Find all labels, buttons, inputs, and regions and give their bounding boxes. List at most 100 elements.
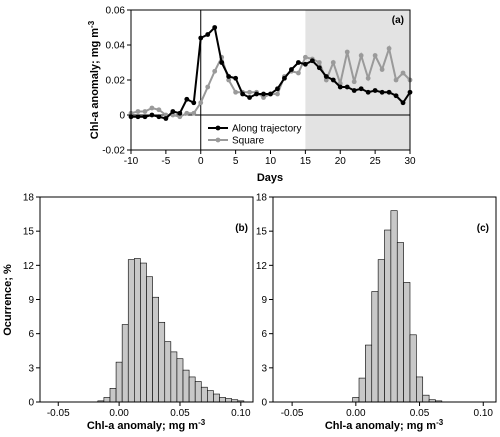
data-point bbox=[330, 60, 336, 65]
data-point bbox=[289, 67, 294, 72]
data-point bbox=[268, 91, 273, 97]
data-point bbox=[247, 95, 252, 100]
x-tick-label: 15 bbox=[300, 156, 312, 167]
data-point bbox=[358, 86, 364, 92]
data-point bbox=[351, 88, 357, 93]
data-point bbox=[379, 89, 385, 95]
y-tick-label: 3 bbox=[28, 363, 34, 374]
data-point bbox=[177, 110, 183, 116]
x-axis-label-b: Chl-a anomaly; mg m-3 bbox=[87, 418, 206, 432]
data-point bbox=[302, 54, 308, 60]
data-point bbox=[275, 91, 280, 97]
data-point bbox=[240, 91, 246, 97]
data-point bbox=[177, 114, 183, 120]
y-axis-label-b: Ocurrence; % bbox=[2, 264, 14, 336]
data-point bbox=[191, 100, 197, 106]
histogram-bar bbox=[365, 344, 373, 403]
x-axis-label-c: Chl-a anomaly; mg m-3 bbox=[325, 418, 444, 432]
panel-a: -10 -5 0 5 10 15 20 25 30 -0.02 0 0.02 0.04 0.06 (a)… bbox=[87, 6, 416, 185]
legend-label: Square bbox=[232, 136, 265, 147]
histogram-bar bbox=[416, 376, 424, 403]
legend-marker bbox=[215, 125, 221, 131]
data-point bbox=[337, 84, 343, 90]
panel-c: -0.05 0.00 0.05 0.10 0 3 6 9 12 15 18 (c) Chl-a a… bbox=[256, 193, 497, 432]
histogram-bar bbox=[384, 229, 392, 403]
data-point bbox=[184, 110, 190, 116]
data-point bbox=[254, 91, 259, 97]
histogram-bar bbox=[152, 296, 159, 403]
y-tick-label: 18 bbox=[256, 193, 268, 204]
histogram-bar bbox=[213, 393, 220, 403]
histogram-bar bbox=[225, 398, 233, 403]
histogram-bar bbox=[140, 262, 147, 403]
y-tick-label: 9 bbox=[261, 295, 267, 306]
legend-marker bbox=[215, 137, 221, 143]
x-tick-label: 0.00 bbox=[346, 408, 366, 419]
y-tick-label: 0 bbox=[119, 111, 125, 122]
histogram-bar bbox=[170, 351, 178, 403]
data-point bbox=[212, 68, 218, 74]
data-point bbox=[149, 112, 155, 118]
data-point bbox=[372, 88, 378, 93]
y-tick-label: -0.02 bbox=[102, 146, 125, 157]
data-point bbox=[386, 46, 392, 51]
data-point bbox=[323, 77, 329, 83]
histogram-bar bbox=[371, 291, 379, 403]
data-point bbox=[386, 89, 392, 95]
x-tick-label: 0.10 bbox=[474, 408, 494, 419]
histogram-bar bbox=[103, 397, 111, 403]
histogram-bar bbox=[109, 388, 117, 403]
data-point bbox=[219, 60, 225, 65]
y-tick-label: 3 bbox=[261, 363, 267, 374]
histogram-bar bbox=[121, 324, 129, 403]
panel-label-b: (b) bbox=[235, 223, 248, 234]
data-point bbox=[372, 53, 378, 58]
data-point bbox=[226, 77, 232, 83]
histogram-bar bbox=[127, 259, 135, 403]
y-tick-label: 0.02 bbox=[106, 76, 126, 87]
data-point bbox=[205, 84, 211, 90]
x-tick-label: 0 bbox=[198, 156, 204, 167]
x-tick-label: -0.05 bbox=[281, 408, 304, 419]
data-point bbox=[135, 114, 141, 120]
histogram-bar bbox=[390, 210, 398, 403]
histogram-bar bbox=[207, 390, 214, 403]
y-tick-label: 0 bbox=[261, 398, 267, 409]
histogram-bar bbox=[182, 369, 190, 403]
data-point bbox=[205, 32, 211, 37]
x-tick-label: -5 bbox=[161, 156, 170, 167]
data-point bbox=[212, 25, 218, 30]
data-point bbox=[316, 60, 322, 65]
data-point bbox=[261, 91, 266, 97]
histogram-bar bbox=[134, 258, 141, 403]
data-point bbox=[282, 75, 287, 81]
data-point bbox=[233, 89, 239, 95]
histogram-bar bbox=[352, 397, 360, 403]
y-tick-label: 12 bbox=[256, 261, 268, 272]
x-tick-label: 10 bbox=[265, 156, 277, 167]
data-point bbox=[330, 77, 336, 83]
data-point bbox=[379, 67, 385, 72]
data-point bbox=[309, 58, 315, 64]
y-tick-label: 6 bbox=[28, 329, 34, 340]
panel-b: -0.05 0.00 0.05 0.10 0 3 6 9 12 15 18 (b) Chl-a a… bbox=[2, 193, 254, 432]
x-tick-label: 0.05 bbox=[410, 408, 430, 419]
x-tick-label: -10 bbox=[124, 156, 139, 167]
data-point bbox=[316, 65, 322, 71]
panel-label-a: (a) bbox=[392, 15, 404, 26]
histogram-bar bbox=[115, 361, 123, 403]
y-tick-label: 0.04 bbox=[106, 41, 126, 52]
data-point bbox=[135, 109, 141, 114]
data-point bbox=[247, 89, 252, 95]
y-tick-label: 0.06 bbox=[106, 6, 126, 17]
histogram-bar bbox=[422, 394, 430, 403]
x-tick-label: 25 bbox=[370, 156, 382, 167]
histogram-bar bbox=[377, 259, 385, 403]
x-axis-label-a: Days bbox=[257, 172, 283, 184]
histogram-bar bbox=[403, 282, 411, 403]
histogram-bar bbox=[146, 276, 153, 403]
data-point bbox=[393, 77, 399, 83]
x-tick-label: 0.05 bbox=[170, 408, 190, 419]
shaded-region bbox=[305, 10, 410, 150]
